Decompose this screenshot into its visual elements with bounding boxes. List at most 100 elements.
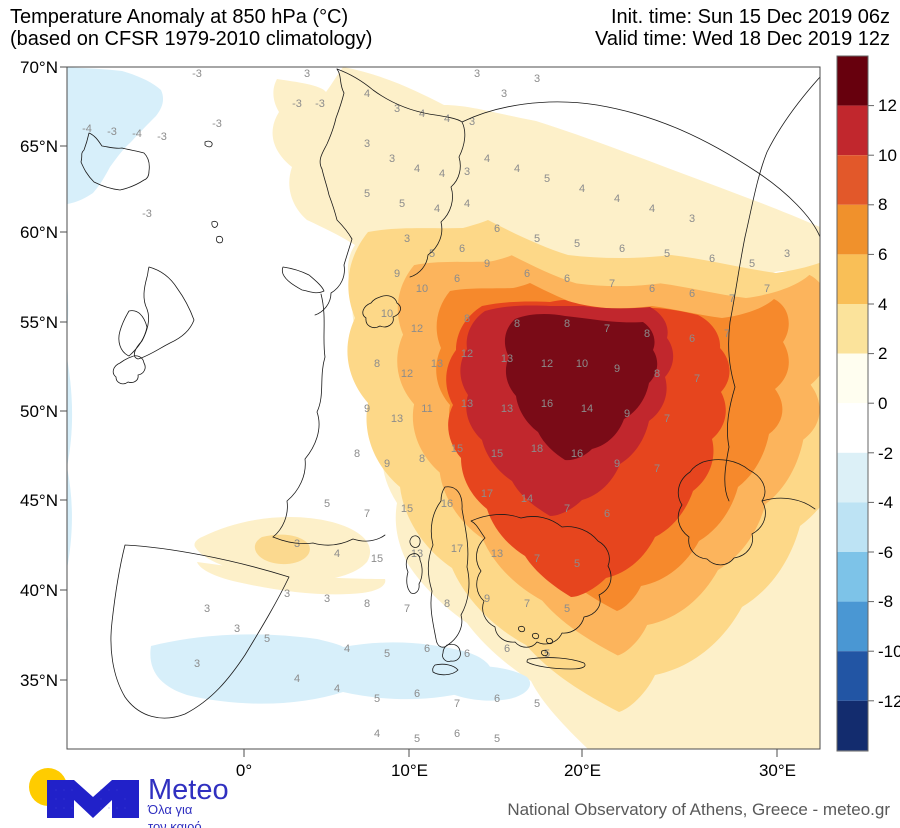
svg-text:3: 3 — [534, 73, 540, 85]
svg-text:5: 5 — [534, 233, 540, 245]
svg-text:8: 8 — [644, 328, 650, 340]
svg-text:15: 15 — [451, 443, 463, 455]
svg-text:3: 3 — [501, 88, 507, 100]
svg-text:14: 14 — [521, 493, 533, 505]
svg-text:4: 4 — [439, 168, 445, 180]
svg-text:13: 13 — [491, 548, 503, 560]
svg-text:3: 3 — [304, 68, 310, 80]
svg-text:5: 5 — [364, 188, 370, 200]
svg-text:9: 9 — [484, 258, 490, 270]
svg-text:8: 8 — [654, 368, 660, 380]
svg-text:5: 5 — [264, 633, 270, 645]
svg-text:9: 9 — [364, 403, 370, 415]
svg-text:6: 6 — [414, 688, 420, 700]
svg-text:3: 3 — [474, 68, 480, 80]
svg-text:3: 3 — [464, 166, 470, 178]
svg-text:8: 8 — [419, 453, 425, 465]
svg-text:17: 17 — [451, 543, 463, 555]
svg-text:6: 6 — [454, 273, 460, 285]
svg-text:17: 17 — [481, 488, 493, 500]
svg-text:-3: -3 — [315, 98, 325, 110]
svg-text:6: 6 — [424, 643, 430, 655]
svg-text:8: 8 — [514, 318, 520, 330]
svg-text:4: 4 — [444, 113, 450, 125]
svg-text:6: 6 — [649, 283, 655, 295]
svg-text:5: 5 — [399, 198, 405, 210]
svg-text:5: 5 — [574, 558, 580, 570]
svg-text:4: 4 — [344, 643, 350, 655]
svg-text:6: 6 — [464, 648, 470, 660]
svg-text:7: 7 — [534, 553, 540, 565]
svg-text:3: 3 — [204, 603, 210, 615]
svg-text:12: 12 — [401, 368, 413, 380]
svg-text:13: 13 — [431, 358, 443, 370]
svg-text:13: 13 — [501, 403, 513, 415]
svg-text:4: 4 — [364, 88, 370, 100]
svg-text:7: 7 — [664, 413, 670, 425]
svg-text:10: 10 — [576, 358, 588, 370]
svg-text:6: 6 — [454, 728, 460, 740]
svg-text:4: 4 — [464, 198, 470, 210]
svg-text:-3: -3 — [212, 118, 222, 130]
svg-text:9: 9 — [384, 458, 390, 470]
svg-text:9: 9 — [614, 363, 620, 375]
svg-text:4: 4 — [294, 673, 300, 685]
svg-text:7: 7 — [604, 323, 610, 335]
svg-text:-4: -4 — [132, 128, 142, 140]
svg-text:5: 5 — [574, 238, 580, 250]
svg-text:14: 14 — [581, 403, 593, 415]
svg-text:3: 3 — [194, 658, 200, 670]
svg-text:6: 6 — [564, 273, 570, 285]
svg-text:3: 3 — [689, 213, 695, 225]
svg-text:8: 8 — [444, 598, 450, 610]
svg-text:6: 6 — [604, 508, 610, 520]
svg-text:8: 8 — [564, 318, 570, 330]
svg-text:4: 4 — [579, 183, 585, 195]
svg-text:12: 12 — [461, 348, 473, 360]
svg-text:6: 6 — [504, 643, 510, 655]
svg-text:15: 15 — [371, 553, 383, 565]
svg-text:11: 11 — [421, 403, 432, 415]
svg-text:3: 3 — [324, 593, 330, 605]
svg-text:4: 4 — [419, 108, 425, 120]
svg-text:13: 13 — [391, 413, 403, 425]
svg-text:4: 4 — [614, 193, 620, 205]
svg-text:6: 6 — [494, 223, 500, 235]
svg-text:16: 16 — [571, 448, 583, 460]
svg-text:3: 3 — [294, 538, 300, 550]
svg-text:4: 4 — [334, 683, 340, 695]
svg-text:7: 7 — [764, 283, 770, 295]
svg-text:6: 6 — [709, 253, 715, 265]
svg-text:6: 6 — [689, 333, 695, 345]
svg-text:8: 8 — [374, 358, 380, 370]
svg-text:7: 7 — [564, 503, 570, 515]
svg-text:7: 7 — [454, 698, 460, 710]
svg-text:10: 10 — [381, 308, 393, 320]
svg-text:6: 6 — [524, 268, 530, 280]
svg-text:-3: -3 — [192, 68, 202, 80]
svg-text:5: 5 — [494, 733, 500, 745]
svg-text:8: 8 — [364, 598, 370, 610]
svg-text:7: 7 — [524, 598, 530, 610]
svg-text:5: 5 — [664, 248, 670, 260]
svg-text:4: 4 — [374, 728, 380, 740]
svg-text:15: 15 — [401, 503, 413, 515]
svg-text:-4: -4 — [82, 123, 92, 135]
svg-text:5: 5 — [534, 698, 540, 710]
svg-text:12: 12 — [541, 358, 553, 370]
svg-text:6: 6 — [689, 288, 695, 300]
svg-text:4: 4 — [484, 153, 490, 165]
svg-text:7: 7 — [609, 278, 615, 290]
svg-text:7: 7 — [694, 373, 700, 385]
svg-text:9: 9 — [614, 458, 620, 470]
svg-text:3: 3 — [284, 588, 290, 600]
svg-text:5: 5 — [384, 648, 390, 660]
svg-text:4: 4 — [414, 163, 420, 175]
svg-text:-3: -3 — [142, 208, 152, 220]
svg-text:5: 5 — [414, 733, 420, 745]
svg-text:3: 3 — [364, 138, 370, 150]
svg-text:5: 5 — [374, 693, 380, 705]
svg-text:5: 5 — [324, 498, 330, 510]
svg-text:16: 16 — [541, 398, 553, 410]
svg-text:7: 7 — [654, 463, 660, 475]
